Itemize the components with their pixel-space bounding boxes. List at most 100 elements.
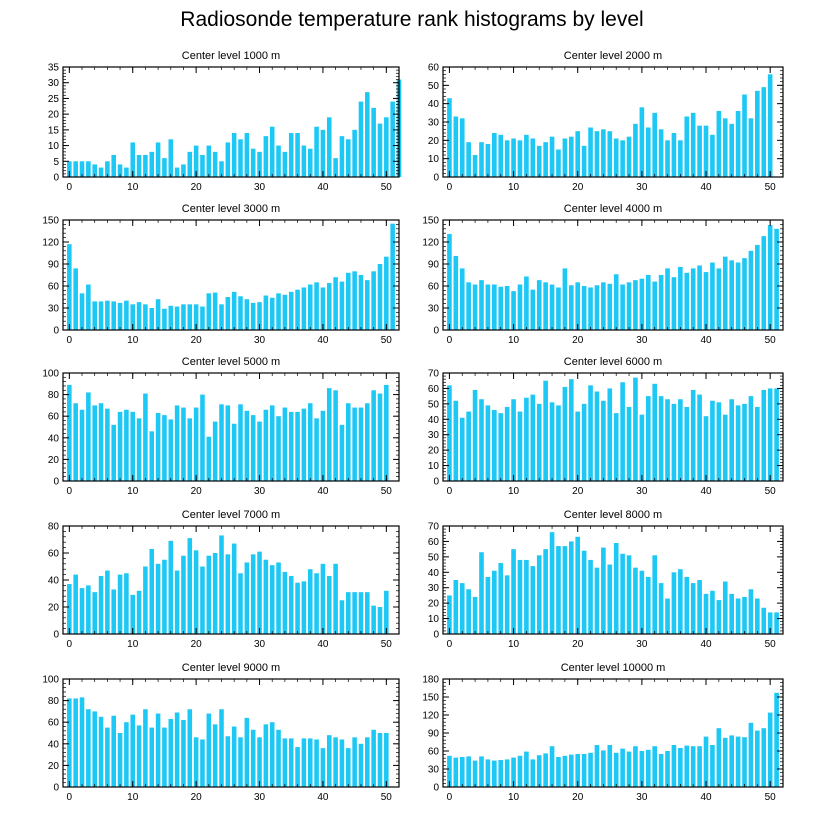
histogram-bar <box>652 746 658 787</box>
y-tick-label: 40 <box>48 576 60 587</box>
histogram-bar <box>295 289 300 330</box>
histogram-bar <box>219 161 224 177</box>
histogram-bar <box>206 436 212 481</box>
histogram-bar <box>105 570 110 634</box>
histogram-bar <box>472 760 478 787</box>
histogram-bar <box>377 607 383 634</box>
histogram-bar <box>748 250 754 330</box>
y-tick-label: 80 <box>48 390 60 401</box>
histogram-bar <box>703 593 709 634</box>
histogram-bar <box>588 559 593 634</box>
histogram-bar <box>447 233 452 330</box>
histogram-bar <box>276 145 281 177</box>
histogram-bar <box>453 580 459 634</box>
histogram-bar <box>149 151 155 177</box>
histogram-bar <box>187 709 193 787</box>
histogram-bar <box>320 287 326 330</box>
histogram-bar <box>607 388 613 481</box>
histogram-bar <box>162 158 167 177</box>
histogram-bar <box>613 138 619 177</box>
y-tick-label: 20 <box>428 446 440 457</box>
y-tick-label: 30 <box>428 765 440 776</box>
histogram-bar <box>716 111 722 177</box>
histogram-bar <box>301 738 307 787</box>
histogram-bar <box>117 164 123 177</box>
x-tick-label: 50 <box>765 792 777 803</box>
histogram-bar <box>568 285 574 330</box>
histogram-bar <box>459 268 465 330</box>
histogram-bar <box>352 592 357 634</box>
x-tick-label: 50 <box>381 639 393 650</box>
histogram-bar <box>459 417 465 481</box>
histogram-bar <box>761 728 767 787</box>
histogram-bar <box>333 390 338 481</box>
y-tick-label: 15 <box>48 125 60 136</box>
histogram-bar <box>250 148 256 177</box>
histogram-bar <box>124 409 129 481</box>
y-tick-label: 60 <box>428 747 440 758</box>
histogram-bar <box>684 745 690 787</box>
x-tick-label: 0 <box>67 486 73 497</box>
histogram-bar <box>620 140 625 177</box>
x-tick-label: 30 <box>254 792 266 803</box>
x-tick-label: 30 <box>636 639 648 650</box>
histogram-bar <box>250 415 256 481</box>
histogram-panel: Center level 9000 m 0 20 40 60 80 100 0 10 20 30 40… <box>42 662 400 803</box>
x-tick-label: 0 <box>67 639 73 650</box>
y-tick-label: 10 <box>428 154 440 165</box>
page-title: Radiosonde temperature rank histograms b… <box>180 8 644 31</box>
y-tick-label: 90 <box>48 260 60 271</box>
histogram-bar <box>136 590 142 634</box>
histogram-bar <box>716 268 722 330</box>
histogram-bar <box>690 268 696 330</box>
histogram-bar <box>193 407 199 481</box>
histogram-bar <box>269 565 275 634</box>
y-tick-label: 40 <box>48 739 60 750</box>
histogram-bar <box>594 567 600 634</box>
histogram-bar <box>517 411 523 481</box>
histogram-bar <box>130 142 136 177</box>
histogram-bar <box>626 406 632 481</box>
y-tick-label: 30 <box>428 583 440 594</box>
histogram-bar <box>492 570 497 634</box>
histogram-bar <box>358 275 364 330</box>
y-tick-label: 60 <box>48 282 60 293</box>
histogram-bar <box>639 414 645 481</box>
histogram-bar <box>722 256 728 330</box>
histogram-bar <box>761 236 767 330</box>
histogram-bar <box>269 405 275 481</box>
histogram-bar <box>447 98 452 177</box>
histogram-bar <box>774 228 779 330</box>
histogram-bar <box>105 727 110 787</box>
histogram-bar <box>517 559 523 634</box>
histogram-bar <box>710 745 715 787</box>
y-tick-label: 150 <box>422 693 439 704</box>
histogram-bar <box>690 112 696 177</box>
histogram-bar <box>581 286 587 330</box>
histogram-bar <box>562 386 568 481</box>
histogram-bar <box>124 722 129 787</box>
histogram-bar <box>543 380 548 481</box>
histogram-bar <box>98 167 104 177</box>
x-tick-label: 30 <box>254 639 266 650</box>
x-tick-label: 10 <box>127 335 139 346</box>
histogram-bar <box>200 155 205 177</box>
histogram-bar <box>238 404 243 481</box>
histogram-bar <box>575 754 581 787</box>
histogram-bar <box>492 410 497 481</box>
panel-title: Center level 6000 m <box>564 356 662 368</box>
x-tick-label: 20 <box>191 335 203 346</box>
histogram-bar <box>601 547 606 634</box>
histogram-bar <box>479 552 484 634</box>
histogram-bar <box>716 600 722 634</box>
histogram-bar <box>556 149 561 177</box>
histogram-bar <box>174 306 180 330</box>
x-tick-label: 0 <box>447 182 453 193</box>
histogram-bar <box>536 403 542 481</box>
histogram-bar <box>524 559 529 634</box>
histogram-bar <box>162 308 167 330</box>
y-tick-label: 20 <box>48 110 60 121</box>
histogram-bar <box>511 399 516 481</box>
histogram-bar <box>671 277 677 330</box>
x-tick-label: 40 <box>700 792 712 803</box>
